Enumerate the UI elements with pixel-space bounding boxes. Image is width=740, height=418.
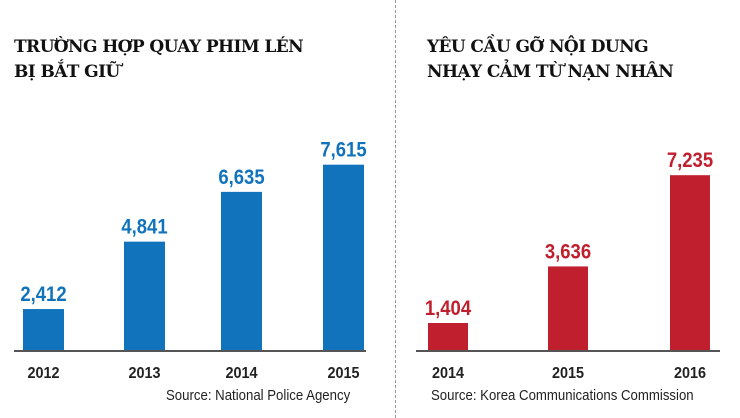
right-chart-title: YÊU CẦU GỠ NỘI DUNG NHẠY CẢM TỪ NẠN NHÂN [427, 35, 674, 85]
right-data-label: 7,235 [667, 149, 713, 172]
left-bar-2012 [23, 309, 64, 351]
left-data-label: 4,841 [121, 216, 167, 239]
left-x-tick-label: 2012 [27, 364, 59, 382]
panel-divider [395, 0, 396, 418]
right-title-line-1: YÊU CẦU GỠ NỘI DUNG [427, 37, 649, 57]
left-title-line-2: BỊ BẮT GIỮ [14, 62, 120, 82]
right-x-tick-label: 2014 [432, 364, 465, 382]
left-bar-2014 [221, 191, 262, 351]
right-bar-2015 [548, 266, 588, 351]
right-title-line-2: NHẠY CẢM TỪ NẠN NHÂN [427, 62, 674, 82]
right-x-tick-label: 2016 [674, 364, 706, 382]
left-chart-title: TRƯỜNG HỢP QUAY PHIM LÉN BỊ BẮT GIỮ [14, 35, 304, 85]
right-data-label: 3,636 [545, 240, 591, 263]
left-x-tick-label: 2014 [225, 364, 258, 382]
left-bar-2015 [323, 164, 364, 351]
left-x-tick-label: 2013 [128, 364, 160, 382]
left-x-tick-label: 2015 [327, 364, 360, 382]
right-bar-2016 [670, 175, 710, 351]
right-source: Source: Korea Communications Commission [431, 387, 694, 404]
left-bar-2013 [124, 241, 165, 351]
left-source: Source: National Police Agency [166, 387, 351, 404]
left-data-label: 6,635 [218, 166, 264, 189]
left-data-label: 2,412 [20, 283, 66, 306]
left-title-line-1: TRƯỜNG HỢP QUAY PHIM LÉN [14, 37, 304, 57]
right-bar-2014 [428, 323, 468, 351]
right-x-tick-label: 2015 [552, 364, 585, 382]
left-data-label: 7,615 [320, 139, 366, 162]
right-data-label: 1,404 [425, 297, 471, 320]
